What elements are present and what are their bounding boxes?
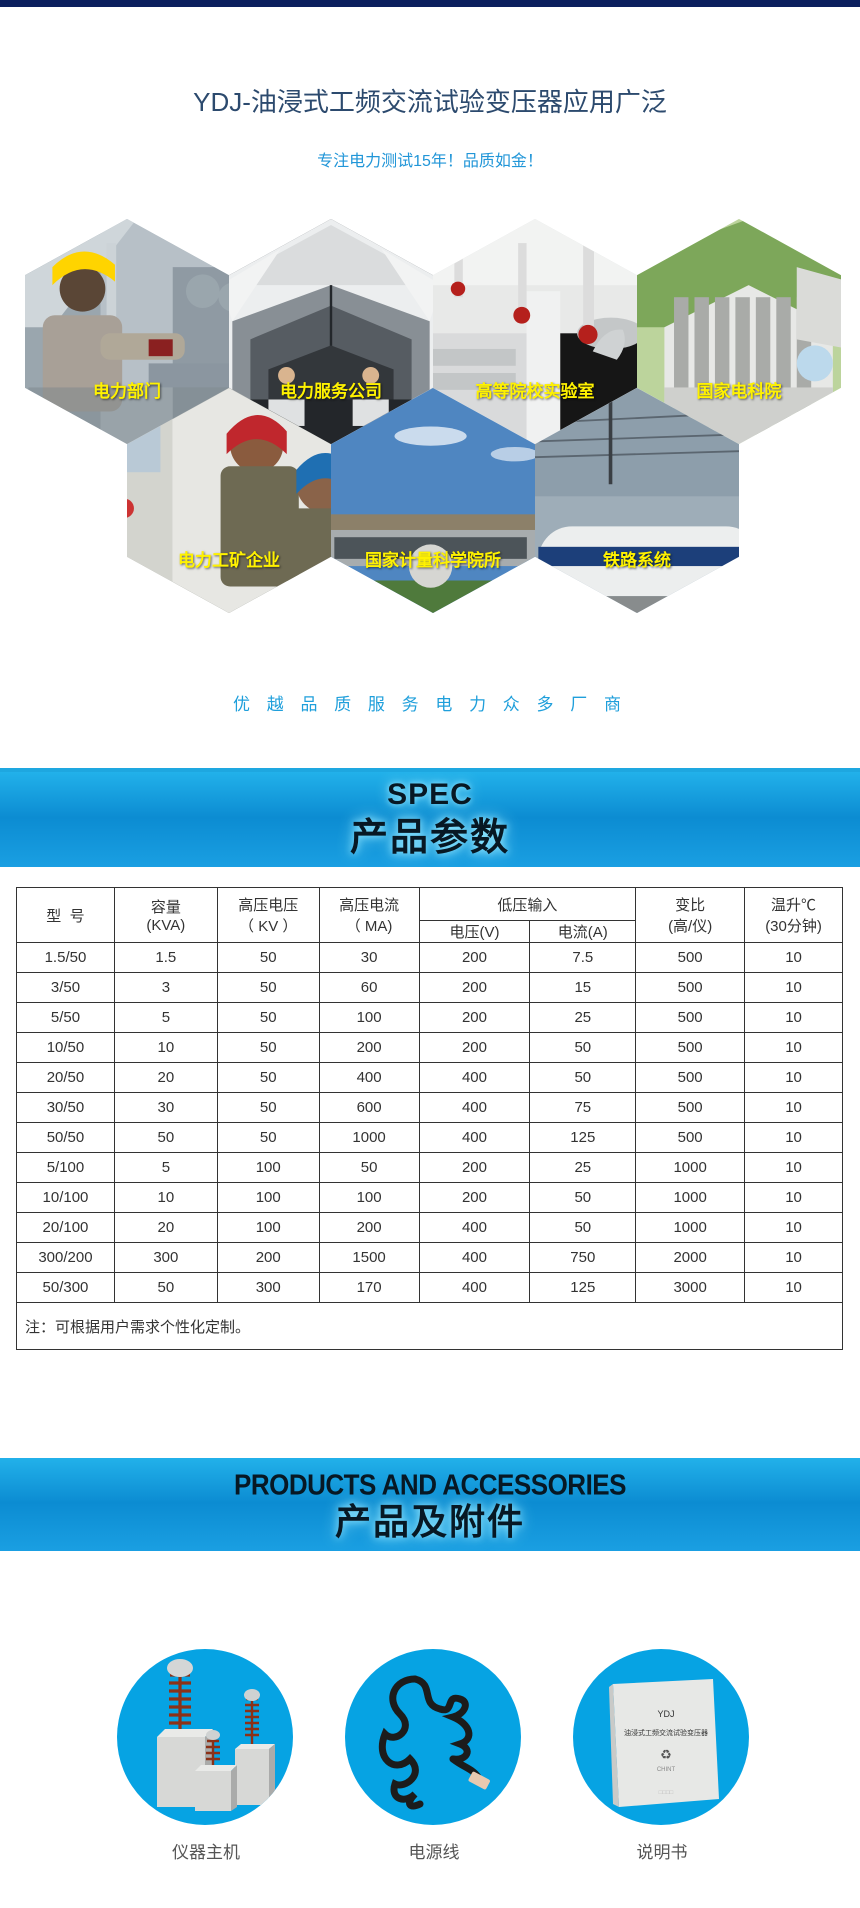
svg-text:CHINT: CHINT <box>657 1767 676 1773</box>
svg-text:YDJ: YDJ <box>657 1709 674 1719</box>
svg-text:油浸式工频交流试验变压器: 油浸式工频交流试验变压器 <box>624 1728 708 1737</box>
svg-text:□□□□: □□□□ <box>659 1790 674 1796</box>
svg-text:♻: ♻ <box>660 1747 672 1762</box>
